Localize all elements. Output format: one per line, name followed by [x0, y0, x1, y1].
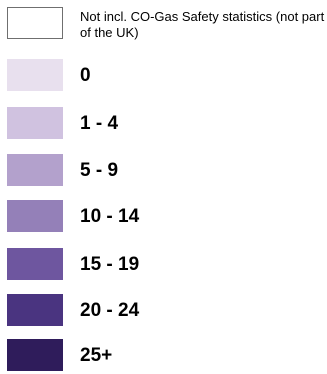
- legend-label-1-4: 1 - 4: [80, 113, 119, 134]
- legend-swatch-15-19: [7, 248, 63, 280]
- legend-label-25-plus: 25+: [80, 345, 113, 366]
- legend-label-5-9: 5 - 9: [80, 160, 119, 181]
- legend-swatch-excluded: [7, 7, 63, 39]
- legend-label-0: 0: [80, 65, 91, 86]
- legend-label-10-14: 10 - 14: [80, 206, 140, 227]
- legend-swatch-10-14: [7, 200, 63, 232]
- legend-swatch-5-9: [7, 154, 63, 186]
- legend-swatch-25-plus: [7, 339, 63, 371]
- legend-swatch-1-4: [7, 107, 63, 139]
- legend-swatch-0: [7, 59, 63, 91]
- legend-swatch-20-24: [7, 294, 63, 326]
- legend-label-excluded: Not incl. CO-Gas Safety statistics (not …: [80, 9, 325, 40]
- legend-label-20-24: 20 - 24: [80, 300, 140, 321]
- legend-label-15-19: 15 - 19: [80, 254, 140, 275]
